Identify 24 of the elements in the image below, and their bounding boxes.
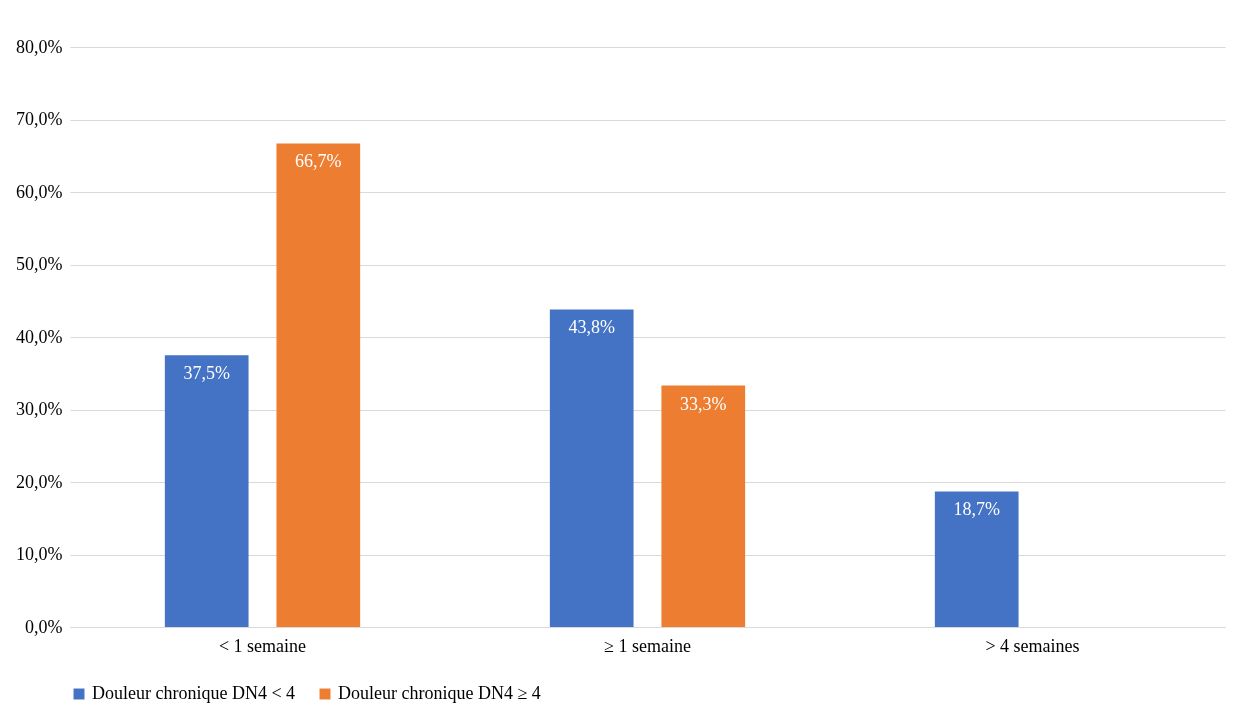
y-tick-label: 60,0%	[16, 181, 63, 202]
x-tick-label: > 4 semaines	[985, 635, 1080, 656]
bar	[661, 385, 746, 627]
legend-label: Douleur chronique DN4 ≥ 4	[338, 683, 541, 703]
data-label: 66,7%	[295, 151, 342, 172]
y-tick-label: 20,0%	[16, 471, 63, 492]
y-tick-label: 70,0%	[16, 109, 63, 129]
y-tick-label: 10,0%	[16, 544, 63, 564]
bar	[934, 491, 1019, 627]
y-tick-label: 30,0%	[16, 399, 63, 419]
x-tick-label: ≥ 1 semaine	[604, 635, 691, 656]
data-label: 43,8%	[568, 317, 615, 338]
legend-label: Douleur chronique DN4 < 4	[92, 683, 296, 703]
data-label: 37,5%	[183, 363, 230, 384]
x-tick-label: < 1 semaine	[218, 635, 307, 656]
y-tick-label: 50,0%	[16, 254, 63, 274]
data-label: 18,7%	[953, 499, 1000, 520]
data-label: 33,3%	[680, 393, 727, 414]
y-tick-label: 0,0%	[25, 616, 63, 637]
y-tick-label: 80,0%	[16, 36, 63, 57]
y-tick-label: 40,0%	[16, 326, 63, 347]
bar	[549, 309, 634, 627]
bar	[164, 355, 249, 627]
bar	[276, 143, 361, 627]
